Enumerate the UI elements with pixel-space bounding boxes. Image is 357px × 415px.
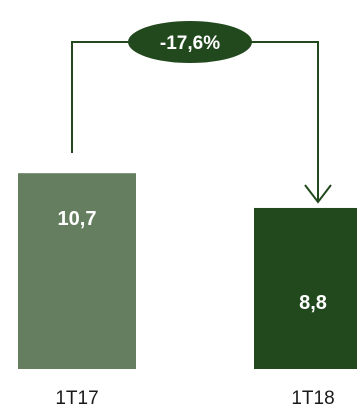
x-tick-label: 1T18 xyxy=(291,388,334,409)
arrow-head-icon xyxy=(304,184,332,204)
bar-1t17 xyxy=(18,173,136,369)
bar-value-label: 10,7 xyxy=(58,208,97,230)
change-label: -17,6% xyxy=(160,33,220,54)
bar-1t18 xyxy=(254,207,357,369)
x-tick-label: 1T17 xyxy=(55,388,98,409)
labels-layer: 10,7 1T17 8,8 1T18 xyxy=(55,208,334,409)
bar-value-label: 8,8 xyxy=(299,292,327,314)
bars-layer xyxy=(18,173,357,369)
change-badge xyxy=(128,21,252,63)
change-connector: -17,6% xyxy=(71,21,332,204)
